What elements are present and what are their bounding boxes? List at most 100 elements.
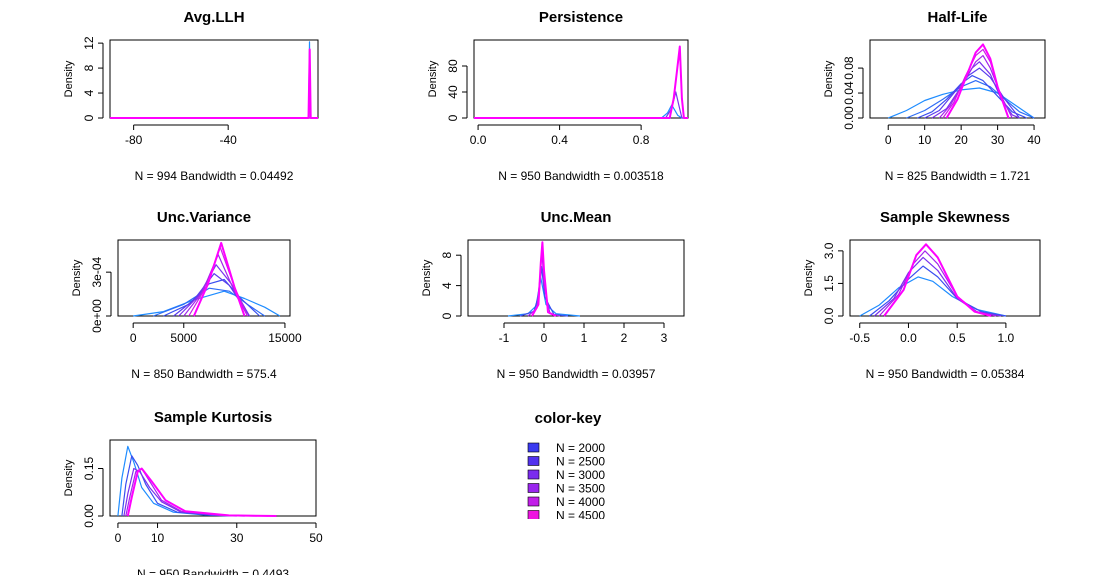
x-tick-label: 0.0	[470, 133, 487, 147]
y-tick-label: 3.0	[822, 242, 836, 259]
density-line	[110, 41, 318, 119]
y-axis-label: Density	[63, 459, 75, 496]
panel-subtitle: N = 825 Bandwidth = 1.721	[885, 169, 1031, 183]
legend-label: N = 4500	[556, 509, 605, 523]
plot-frame	[109, 439, 317, 517]
y-tick-label: 0.0	[822, 307, 836, 324]
density-line	[474, 104, 688, 119]
plot-frame	[109, 39, 319, 119]
panel-5: Unc.Mean -1 0 1 2 3 0 4 8 Density N = 950 Bandwidt…	[421, 209, 685, 381]
density-line	[121, 455, 245, 517]
x-tick-label: 0.5	[949, 331, 966, 345]
y-axis-label: Density	[803, 259, 815, 296]
legend-swatch	[527, 456, 540, 466]
y-tick-label: 4	[440, 282, 454, 289]
x-tick-label: 2	[621, 331, 628, 345]
y-tick-label: 8	[440, 252, 454, 259]
x-tick-label: -0.5	[849, 331, 870, 345]
panel-1: Avg.LLH -80 -40 0 4 8 12 Density N = 994 Bandwid…	[63, 9, 319, 183]
density-line	[163, 278, 261, 317]
plot-frame	[869, 39, 1046, 119]
legend-swatch	[527, 469, 540, 480]
density-line	[869, 265, 1007, 317]
x-tick-label: 5000	[170, 331, 197, 345]
x-tick-label: 0.8	[633, 133, 650, 147]
panel-title: Sample Kurtosis	[154, 409, 272, 426]
y-tick-label: 0.08	[842, 56, 856, 80]
legend-label: N = 3500	[556, 482, 605, 496]
x-tick-label: 0	[115, 531, 122, 545]
legend-swatch	[527, 496, 540, 507]
plot-frame	[467, 239, 685, 317]
plot-frame	[849, 239, 1041, 317]
x-tick-label: 1.0	[998, 331, 1015, 345]
y-axis-label: Density	[823, 60, 835, 97]
x-tick-label: 50	[309, 531, 323, 545]
x-tick-label: 0	[130, 331, 137, 345]
y-axis-label: Density	[421, 259, 433, 296]
density-line	[183, 254, 249, 317]
legend-swatch	[527, 442, 540, 453]
density-line	[153, 287, 266, 317]
density-line	[917, 74, 1028, 119]
x-tick-label: -1	[499, 331, 510, 345]
y-tick-label: 3e-04	[90, 256, 104, 287]
panel-6: Sample Skewness -0.5 0.0 0.5 1.0 0.0 1.5 3.0 Den…	[803, 209, 1041, 381]
density-line	[474, 45, 688, 119]
legend-label: N = 4000	[556, 495, 605, 509]
x-tick-label: 20	[954, 133, 968, 147]
y-tick-label: 0.00	[82, 504, 96, 528]
panel-3: Half-Life 0 10 20 30 40 0.000.040.08 Density N =…	[823, 9, 1046, 183]
legend-label: N = 2000	[556, 441, 605, 455]
x-tick-label: 1	[581, 331, 588, 345]
y-tick-label: 0e+00	[90, 299, 104, 333]
panel-4: Unc.Variance 0 5000 15000 0e+00 3e-04 Density N…	[71, 209, 302, 381]
y-tick-label: 0.00	[842, 106, 856, 130]
y-axis-label: Density	[63, 60, 75, 97]
y-tick-label: 0.04	[842, 81, 856, 105]
panel-title: Unc.Variance	[157, 209, 251, 226]
y-tick-label: 0	[440, 312, 454, 319]
x-tick-label: 10	[151, 531, 165, 545]
y-tick-label: 0	[446, 114, 460, 121]
density-line	[133, 290, 281, 317]
panel-7: Sample Kurtosis 0 10 30 50 0.00 0.15 Density N =…	[63, 409, 323, 580]
y-tick-label: 1.5	[822, 275, 836, 292]
y-tick-label: 8	[82, 64, 96, 71]
density-line	[474, 91, 688, 119]
x-tick-label: 0	[541, 331, 548, 345]
panel-subtitle: N = 950 Bandwidth = 0.05384	[866, 367, 1025, 381]
density-line	[906, 79, 1035, 119]
panel-subtitle: N = 950 Bandwidth = 0.03957	[497, 367, 656, 381]
panel-title: Avg.LLH	[183, 9, 244, 26]
panel-title: Sample Skewness	[880, 209, 1010, 226]
plot-frame	[473, 39, 689, 119]
y-axis-label: Density	[427, 60, 439, 97]
x-tick-label: 30	[991, 133, 1005, 147]
y-tick-label: 4	[82, 89, 96, 96]
density-line	[883, 243, 992, 317]
x-tick-label: 30	[230, 531, 244, 545]
y-tick-label: 12	[82, 36, 96, 50]
panel-subtitle: N = 950 Bandwidth = 0.003518	[498, 169, 664, 183]
plot-frame	[117, 239, 291, 317]
density-line	[126, 467, 277, 517]
panel-subtitle: N = 994 Bandwidth = 0.04492	[135, 169, 294, 183]
legend-swatch	[527, 510, 540, 519]
panel-title: Persistence	[539, 9, 623, 26]
y-tick-label: 0	[82, 114, 96, 121]
x-tick-label: 10	[918, 133, 932, 147]
panel-title: Half-Life	[928, 9, 988, 26]
x-tick-label: 0	[885, 133, 892, 147]
y-axis-label: Density	[71, 259, 83, 296]
legend-title: color-key	[535, 410, 602, 427]
y-tick-label: 80	[446, 59, 460, 73]
density-line	[531, 241, 557, 317]
legend-swatch	[527, 483, 540, 493]
x-tick-label: 0.0	[900, 331, 917, 345]
y-tick-label: 40	[446, 85, 460, 99]
x-tick-label: -80	[125, 133, 143, 147]
